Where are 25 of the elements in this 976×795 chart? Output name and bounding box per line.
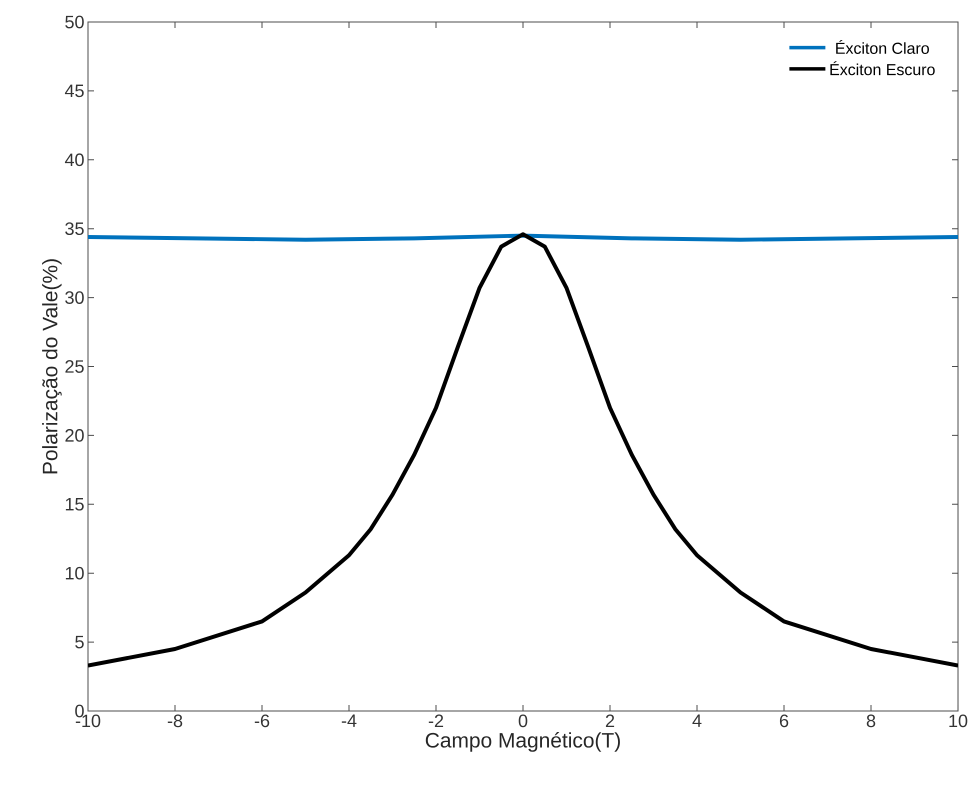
x-tick-label: 6 xyxy=(780,714,788,728)
x-tick-label: 2 xyxy=(606,714,614,728)
y-tick-label: 40 xyxy=(64,153,84,166)
x-axis-title: Campo Magnético(T) xyxy=(426,732,620,752)
legend-label: Éxciton Claro xyxy=(836,40,929,54)
y-tick-label: 50 xyxy=(65,16,84,28)
y-axis-title: Polarização do Vale(%) xyxy=(42,259,62,474)
y-tick-label: 15 xyxy=(66,498,84,511)
x-tick-label: -4 xyxy=(342,714,356,727)
y-tick-label: 20 xyxy=(65,429,84,442)
x-tick-label: -6 xyxy=(254,714,270,728)
line-series xyxy=(88,232,958,668)
y-tick-label: 5 xyxy=(75,636,84,648)
x-tick-label: 0 xyxy=(518,714,528,728)
y-tick-label: 10 xyxy=(66,566,84,580)
x-tick-label: -2 xyxy=(428,714,444,728)
legend-label: Éxciton Escuro xyxy=(830,61,935,76)
x-tick-label: 10 xyxy=(949,714,968,728)
y-tick-label: 45 xyxy=(64,84,84,98)
x-tick-label: -8 xyxy=(168,714,182,728)
y-tick-label: 35 xyxy=(65,222,84,236)
x-tick-label: 8 xyxy=(866,714,876,728)
x-tick-label: 4 xyxy=(692,714,702,727)
y-tick-label: 25 xyxy=(65,360,84,373)
y-tick-label: 30 xyxy=(65,291,84,304)
